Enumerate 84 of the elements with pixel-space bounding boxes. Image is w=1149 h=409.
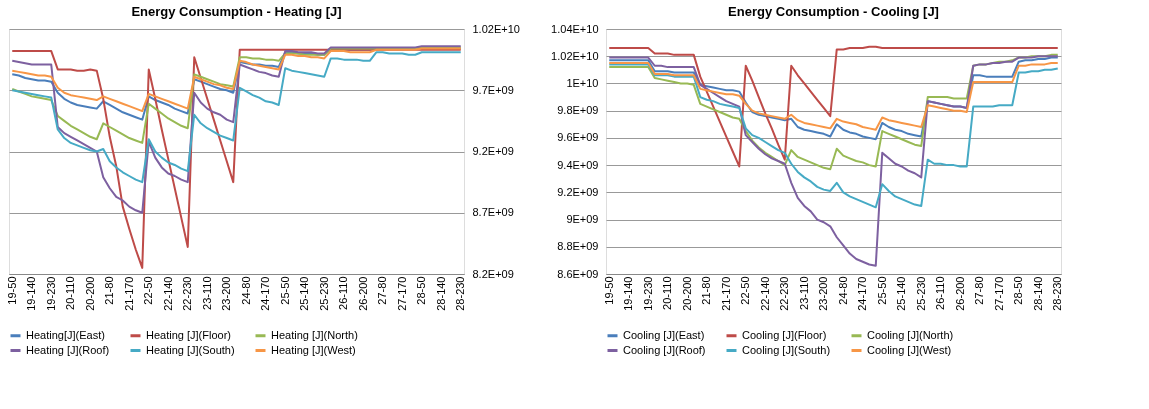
y-tick-label: 9.2E+09 [557, 185, 599, 198]
y-tick-label: 9.8E+09 [557, 104, 599, 117]
line-series [11, 48, 462, 269]
y-tick-label: 9.4E+09 [557, 158, 599, 171]
x-tick-label: 28-140 [1031, 276, 1044, 311]
y-tick-label: 9E+09 [566, 213, 599, 226]
x-tick-label: 22-50 [142, 276, 155, 305]
x-tick-label: 19-140 [622, 276, 635, 311]
x-tick-label: 25-50 [278, 276, 291, 305]
x-tick-label: 20-200 [83, 276, 96, 311]
y-tick-label: 1.02E+10 [551, 49, 599, 62]
x-tick-label: 22-230 [181, 276, 194, 311]
legend-label: Cooling [J](West) [867, 343, 952, 356]
legend-label: Cooling [J](Roof) [623, 343, 706, 356]
y-tick-label: 8.7E+09 [472, 206, 514, 219]
x-tick-label: 28-230 [454, 276, 467, 311]
x-tick-label: 19-230 [44, 276, 57, 311]
line-series [11, 46, 462, 144]
x-tick-label: 21-80 [700, 276, 713, 305]
legend-label: Cooling [J](East) [623, 328, 705, 341]
x-tick-label: 26-200 [953, 276, 966, 311]
x-tick-label: 22-50 [739, 276, 752, 305]
x-tick-label: 23-110 [797, 276, 810, 310]
x-tick-label: 28-50 [415, 276, 428, 305]
y-tick-label: 9.2E+09 [472, 145, 514, 157]
legend-label: Cooling [J](Floor) [742, 328, 827, 341]
x-tick-label: 28-230 [1051, 276, 1064, 311]
line-series [11, 45, 462, 214]
x-tick-label: 19-140 [25, 276, 38, 311]
x-tick-label: 19-50 [5, 276, 18, 305]
x-tick-label: 22-230 [778, 276, 791, 311]
x-tick-label: 27-80 [973, 276, 986, 305]
x-tick-label: 26-200 [356, 276, 369, 311]
x-tick-label: 27-170 [992, 276, 1005, 311]
x-tick-label: 27-80 [376, 276, 389, 305]
y-tick-label: 9.7E+09 [472, 83, 514, 96]
y-tick-label: 1.02E+10 [472, 22, 520, 35]
x-tick-label: 23-200 [817, 276, 830, 311]
chart-title: Energy Consumption - Cooling [J] [728, 4, 939, 19]
legend-label: Heating [J](South) [146, 343, 235, 356]
x-tick-label: 28-50 [1012, 276, 1025, 305]
legend-label: Heating [J](West) [271, 343, 356, 356]
y-tick-label: 9.6E+09 [557, 131, 599, 144]
y-tick-label: 1E+10 [566, 76, 599, 89]
x-tick-label: 21-170 [122, 276, 135, 311]
x-tick-label: 22-140 [161, 276, 174, 311]
legend-label: Heating [J](North) [271, 328, 358, 341]
x-tick-label: 25-140 [298, 276, 311, 311]
x-tick-label: 20-110 [64, 276, 77, 310]
x-tick-label: 20-110 [661, 276, 674, 310]
x-tick-label: 23-110 [200, 276, 213, 310]
x-tick-label: 21-170 [719, 276, 732, 311]
y-tick-label: 1.04E+10 [551, 22, 599, 35]
x-tick-label: 21-80 [103, 276, 116, 305]
legend-label: Heating[J](East) [26, 328, 105, 341]
x-tick-label: 28-140 [434, 276, 447, 311]
x-tick-label: 20-200 [680, 276, 693, 311]
line-series [608, 62, 1059, 131]
legend-label: Heating [J](Floor) [146, 328, 231, 341]
x-tick-label: 24-80 [239, 276, 252, 305]
legend-label: Heating [J](Roof) [26, 343, 110, 356]
x-tick-label: 24-80 [836, 276, 849, 305]
legend-label: Cooling [J](South) [742, 343, 831, 356]
x-tick-label: 26-110 [337, 276, 350, 310]
x-tick-label: 25-230 [317, 276, 330, 311]
y-tick-label: 8.6E+09 [557, 267, 599, 280]
x-tick-label: 27-170 [395, 276, 408, 311]
x-tick-label: 22-140 [758, 276, 771, 311]
legend-label: Cooling [J](North) [867, 328, 954, 341]
line-series [608, 63, 1059, 209]
y-tick-label: 8.8E+09 [557, 240, 599, 253]
line-series [11, 51, 462, 184]
line-series [608, 55, 1059, 267]
y-tick-label: 8.2E+09 [472, 267, 514, 280]
x-tick-label: 25-50 [875, 276, 888, 305]
x-tick-label: 23-200 [220, 276, 233, 311]
chart-title: Energy Consumption - Heating [J] [131, 4, 342, 19]
x-tick-label: 19-230 [641, 276, 654, 311]
x-tick-label: 19-50 [602, 276, 615, 305]
x-tick-label: 24-170 [856, 276, 869, 311]
x-tick-label: 25-230 [914, 276, 927, 311]
x-tick-label: 24-170 [259, 276, 272, 311]
x-tick-label: 25-140 [895, 276, 908, 311]
x-tick-label: 26-110 [934, 276, 947, 310]
